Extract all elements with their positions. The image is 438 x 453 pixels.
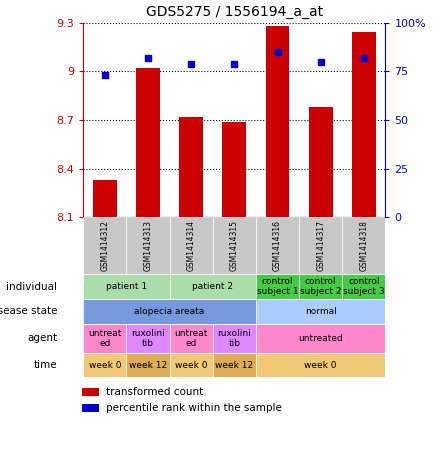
Bar [256, 324, 385, 352]
Bar [82, 388, 99, 396]
Text: normal: normal [305, 307, 336, 316]
Bar [82, 404, 99, 412]
Bar [170, 324, 213, 352]
Text: GSM1414314: GSM1414314 [187, 220, 196, 271]
Text: GSM1414312: GSM1414312 [100, 220, 110, 271]
Bar [213, 217, 256, 274]
Text: patient 1: patient 1 [106, 282, 147, 291]
Bar [170, 352, 213, 377]
Bar [309, 107, 332, 217]
Bar [179, 117, 203, 217]
Bar [299, 217, 342, 274]
FancyArrow shape [64, 358, 77, 372]
Text: week 12: week 12 [215, 361, 254, 370]
Text: untreat
ed: untreat ed [88, 328, 121, 348]
Text: agent: agent [27, 333, 57, 343]
Text: ruxolini
tib: ruxolini tib [217, 328, 251, 348]
Text: GSM1414317: GSM1414317 [316, 220, 325, 271]
Text: week 0: week 0 [88, 361, 121, 370]
Text: individual: individual [6, 281, 57, 292]
Text: untreated: untreated [298, 334, 343, 343]
Bar [256, 299, 385, 324]
Text: GSM1414313: GSM1414313 [144, 220, 152, 271]
Bar [256, 274, 299, 299]
Bar [83, 217, 127, 274]
Bar [83, 274, 170, 299]
FancyArrow shape [64, 280, 77, 294]
Bar [93, 180, 117, 217]
Text: patient 2: patient 2 [192, 282, 233, 291]
Bar [265, 26, 290, 217]
Text: control
subject 3: control subject 3 [343, 277, 385, 296]
Bar [136, 68, 160, 217]
Text: control
subject 1: control subject 1 [257, 277, 298, 296]
Text: disease state: disease state [0, 306, 57, 317]
Text: week 12: week 12 [129, 361, 167, 370]
Bar [83, 352, 127, 377]
Text: week 0: week 0 [304, 361, 337, 370]
Text: percentile rank within the sample: percentile rank within the sample [106, 403, 283, 413]
Bar [127, 217, 170, 274]
Bar [127, 324, 170, 352]
Bar [170, 217, 213, 274]
Text: week 0: week 0 [175, 361, 208, 370]
Text: alopecia areata: alopecia areata [134, 307, 205, 316]
Text: time: time [34, 360, 57, 370]
Bar [256, 352, 385, 377]
Bar [127, 352, 170, 377]
Text: ruxolini
tib: ruxolini tib [131, 328, 165, 348]
Text: transformed count: transformed count [106, 387, 204, 397]
Bar [170, 274, 256, 299]
Bar [256, 217, 299, 274]
Title: GDS5275 / 1556194_a_at: GDS5275 / 1556194_a_at [146, 5, 323, 19]
Text: GSM1414318: GSM1414318 [359, 220, 368, 271]
Text: untreat
ed: untreat ed [174, 328, 208, 348]
Bar [352, 33, 376, 217]
FancyArrow shape [64, 330, 77, 346]
Bar [342, 217, 385, 274]
Bar [213, 352, 256, 377]
Bar [83, 299, 256, 324]
Bar [299, 274, 342, 299]
Text: GSM1414315: GSM1414315 [230, 220, 239, 271]
FancyArrow shape [64, 304, 77, 318]
Bar [342, 274, 385, 299]
Text: GSM1414316: GSM1414316 [273, 220, 282, 271]
Bar [83, 324, 127, 352]
Text: control
subject 2: control subject 2 [300, 277, 342, 296]
Bar [223, 122, 246, 217]
Bar [213, 324, 256, 352]
